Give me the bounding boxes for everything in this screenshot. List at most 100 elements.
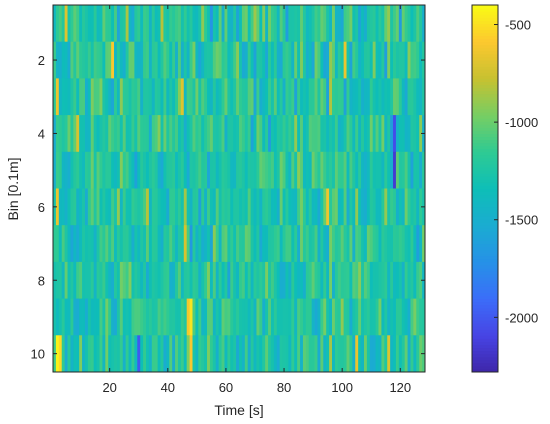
- heatmap-cell: [308, 5, 313, 43]
- heatmap-cell: [372, 78, 376, 116]
- colorbar-segment: [472, 23, 498, 27]
- heatmap-cell: [102, 335, 106, 373]
- heatmap-cell: [148, 5, 153, 43]
- heatmap-cell: [285, 335, 289, 373]
- heatmap-cell: [270, 41, 275, 79]
- heatmap-cell: [201, 225, 205, 263]
- heatmap-cell: [253, 41, 257, 79]
- heatmap-cell: [93, 5, 97, 43]
- colorbar-segment: [472, 84, 498, 89]
- heatmap-cell: [419, 298, 423, 336]
- heatmap-cell: [247, 335, 252, 373]
- heatmap-cell: [352, 298, 356, 336]
- colorbar-segment: [472, 11, 498, 15]
- heatmap-cell: [143, 41, 147, 79]
- heatmap-cell: [265, 298, 269, 336]
- heatmap-cell: [53, 225, 57, 263]
- heatmap-cell: [212, 151, 217, 189]
- heatmap-cell: [99, 5, 103, 43]
- heatmap-cell: [358, 225, 362, 263]
- heatmap-cell: [253, 298, 257, 336]
- heatmap-cell: [236, 5, 240, 43]
- heatmap-cell: [96, 261, 100, 299]
- heatmap-cell: [99, 298, 103, 336]
- heatmap-cell: [395, 261, 400, 299]
- heatmap-cell: [410, 188, 414, 226]
- heatmap-cell: [108, 5, 112, 43]
- heatmap-cell: [111, 225, 115, 263]
- heatmap-cell: [337, 151, 342, 189]
- heatmap-cell: [230, 5, 234, 43]
- y-tick-label: 4: [38, 126, 45, 141]
- colorbar-segment: [472, 283, 498, 287]
- heatmap-cell: [378, 78, 382, 116]
- heatmap-cell: [114, 5, 118, 43]
- heatmap-cell: [413, 188, 417, 226]
- heatmap-cell: [61, 261, 66, 299]
- heatmap-cell: [183, 261, 188, 299]
- heatmap-cell: [67, 41, 71, 79]
- heatmap-cell: [73, 78, 77, 116]
- heatmap-cell: [82, 115, 86, 153]
- heatmap-cell: [244, 151, 249, 189]
- heatmap-cell: [410, 41, 414, 79]
- heatmap-cell: [241, 115, 246, 153]
- heatmap-cell: [151, 78, 156, 116]
- heatmap-cell: [111, 115, 115, 153]
- heatmap-cell: [361, 41, 365, 79]
- heatmap-cell: [207, 188, 211, 226]
- heatmap-cell: [329, 5, 333, 43]
- heatmap-cell: [346, 225, 350, 263]
- heatmap-cell: [337, 115, 342, 153]
- heatmap-cell: [256, 261, 260, 299]
- heatmap-cell: [317, 115, 321, 153]
- heatmap-cell: [87, 261, 92, 299]
- heatmap-cell: [189, 298, 193, 336]
- heatmap-cell: [241, 151, 246, 189]
- heatmap-cell: [134, 261, 138, 299]
- heatmap-cell: [79, 115, 83, 153]
- heatmap-cell: [305, 335, 310, 373]
- heatmap-cell: [227, 5, 231, 43]
- heatmap-cell: [265, 115, 269, 153]
- heatmap-cell: [398, 78, 403, 116]
- heatmap-cell: [291, 115, 295, 153]
- colorbar-segment: [472, 264, 498, 269]
- heatmap-cell: [422, 298, 426, 336]
- heatmap-cell: [282, 151, 286, 189]
- heatmap-cell: [390, 5, 394, 43]
- heatmap-cell: [154, 5, 159, 43]
- heatmap-cell: [268, 41, 272, 79]
- heatmap-cell: [131, 115, 135, 153]
- heatmap-cell: [102, 41, 106, 79]
- colorbar-segment: [472, 225, 498, 229]
- heatmap-cell: [207, 261, 211, 299]
- heatmap-cell: [413, 115, 417, 153]
- heatmap-cell: [79, 5, 83, 43]
- heatmap-cell: [163, 225, 167, 263]
- heatmap-cell: [114, 41, 118, 79]
- colorbar-segment: [472, 286, 498, 290]
- heatmap-cell: [122, 298, 127, 336]
- colorbar-segment: [472, 5, 498, 9]
- heatmap-cell: [70, 298, 74, 336]
- heatmap-cell: [177, 41, 182, 79]
- heatmap-cell: [311, 151, 315, 189]
- heatmap-cell: [122, 261, 127, 299]
- heatmap-cell: [291, 78, 295, 116]
- heatmap-cell: [146, 151, 150, 189]
- heatmap-cell: [119, 5, 124, 43]
- heatmap-cell: [140, 151, 144, 189]
- heatmap-cell: [273, 225, 278, 263]
- heatmap-cell: [282, 261, 286, 299]
- heatmap-cell: [361, 5, 365, 43]
- heatmap-cell: [334, 5, 339, 43]
- heatmap-cell: [363, 151, 368, 189]
- heatmap-cell: [119, 78, 124, 116]
- heatmap-cell: [390, 335, 394, 373]
- heatmap-cell: [154, 298, 159, 336]
- heatmap-cell: [355, 225, 359, 263]
- heatmap-cell: [320, 335, 324, 373]
- heatmap-cell: [378, 41, 382, 79]
- heatmap-cell: [329, 115, 333, 153]
